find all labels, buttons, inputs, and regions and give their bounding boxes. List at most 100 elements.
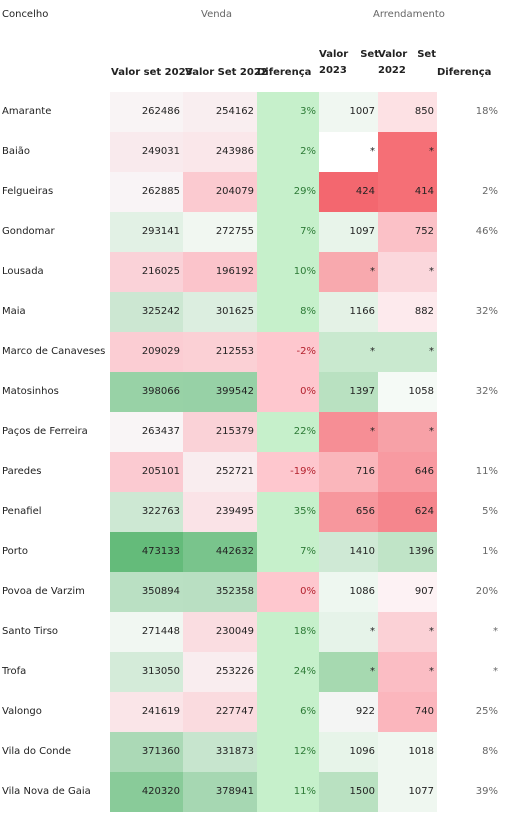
- cell-vd: 22%: [257, 412, 319, 452]
- table-row: Paços de Ferreira 263437 215379 22% * *: [0, 412, 532, 452]
- col-arr-2023: Valor Set 2023: [319, 49, 379, 76]
- table-row: Penafiel 322763 239495 35% 656 624 5%: [0, 492, 532, 532]
- cell-ad: 32%: [475, 386, 498, 397]
- cell-v23: 325242: [110, 292, 183, 332]
- table-row: Povoa de Varzim 350894 352358 0% 1086 907 20%: [0, 572, 532, 612]
- table-row: Porto 473133 442632 7% 1410 1396 1%: [0, 532, 532, 572]
- row-concelho: Trofa: [2, 666, 27, 677]
- cell-a23: *: [319, 332, 378, 372]
- table-row: Paredes 205101 252721 -19% 716 646 11%: [0, 452, 532, 492]
- cell-a23: 716: [319, 452, 378, 492]
- cell-a23: 1166: [319, 292, 378, 332]
- cell-v23: 249031: [110, 132, 183, 172]
- cell-vd: 10%: [257, 252, 319, 292]
- cell-ad: *: [493, 666, 498, 677]
- row-concelho: Santo Tirso: [2, 626, 59, 637]
- cell-vd: 7%: [257, 212, 319, 252]
- cell-a22: 646: [378, 452, 437, 492]
- cell-a22: 1058: [378, 372, 437, 412]
- cell-v23: 262885: [110, 172, 183, 212]
- row-concelho: Marco de Canaveses: [2, 346, 106, 357]
- header-venda: Venda: [201, 9, 233, 20]
- cell-vd: 29%: [257, 172, 319, 212]
- cell-v22: 253226: [183, 652, 257, 692]
- cell-a22: 1018: [378, 732, 437, 772]
- cell-a23: 1086: [319, 572, 378, 612]
- cell-v23: 322763: [110, 492, 183, 532]
- cell-ad: [440, 252, 498, 292]
- cell-v23: 262486: [110, 92, 183, 132]
- cell-a22: *: [378, 252, 437, 292]
- row-concelho: Felgueiras: [2, 186, 54, 197]
- table-row: Vila do Conde 371360 331873 12% 1096 1018 8%: [0, 732, 532, 772]
- cell-a23: 424: [319, 172, 378, 212]
- row-concelho: Vila do Conde: [2, 746, 72, 757]
- row-concelho: Lousada: [2, 266, 44, 277]
- cell-ad: 5%: [482, 506, 498, 517]
- col-arr-diferenca: Diferença: [437, 67, 492, 78]
- cell-a22: 850: [378, 92, 437, 132]
- cell-ad: [440, 132, 498, 172]
- row-concelho: Amarante: [2, 106, 52, 117]
- cell-vd: -2%: [257, 332, 319, 372]
- row-concelho: Povoa de Varzim: [2, 586, 85, 597]
- cell-v23: 209029: [110, 332, 183, 372]
- cell-a23: 1410: [319, 532, 378, 572]
- cell-a22: 1077: [378, 772, 437, 812]
- cell-ad: 32%: [475, 306, 498, 317]
- cell-v22: 254162: [183, 92, 257, 132]
- cell-vd: -19%: [257, 452, 319, 492]
- cell-vd: 3%: [257, 92, 319, 132]
- cell-v23: 350894: [110, 572, 183, 612]
- cell-v22: 227747: [183, 692, 257, 732]
- cell-a22: 624: [378, 492, 437, 532]
- col-venda-diferenca: Diferença: [257, 67, 312, 78]
- cell-v22: 204079: [183, 172, 257, 212]
- cell-a23: *: [319, 132, 378, 172]
- cell-vd: 18%: [257, 612, 319, 652]
- cell-a22: *: [378, 332, 437, 372]
- header-concelho: Concelho: [2, 9, 49, 20]
- cell-vd: 7%: [257, 532, 319, 572]
- cell-a23: 1500: [319, 772, 378, 812]
- cell-ad: 25%: [475, 706, 498, 717]
- table-row: Trofa 313050 253226 24% * * *: [0, 652, 532, 692]
- cell-v22: 352358: [183, 572, 257, 612]
- cell-vd: 6%: [257, 692, 319, 732]
- cell-v22: 243986: [183, 132, 257, 172]
- cell-ad: 39%: [475, 786, 498, 797]
- cell-v22: 230049: [183, 612, 257, 652]
- cell-ad: 18%: [475, 106, 498, 117]
- cell-a23: *: [319, 612, 378, 652]
- cell-v23: 263437: [110, 412, 183, 452]
- row-concelho: Paredes: [2, 466, 42, 477]
- cell-ad: 20%: [475, 586, 498, 597]
- cell-ad: [440, 332, 498, 372]
- cell-ad: [440, 412, 498, 452]
- cell-a23: 1397: [319, 372, 378, 412]
- row-concelho: Matosinhos: [2, 386, 59, 397]
- cell-v23: 313050: [110, 652, 183, 692]
- cell-a22: *: [378, 612, 437, 652]
- cell-v22: 252721: [183, 452, 257, 492]
- row-concelho: Valongo: [2, 706, 42, 717]
- cell-a22: 882: [378, 292, 437, 332]
- cell-v22: 272755: [183, 212, 257, 252]
- table-row: Felgueiras 262885 204079 29% 424 414 2%: [0, 172, 532, 212]
- cell-v23: 293141: [110, 212, 183, 252]
- cell-v23: 271448: [110, 612, 183, 652]
- table-row: Vila Nova de Gaia 420320 378941 11% 1500 1077…: [0, 772, 532, 812]
- row-concelho: Baião: [2, 146, 31, 157]
- table-row: Lousada 216025 196192 10% * *: [0, 252, 532, 292]
- cell-a22: 752: [378, 212, 437, 252]
- cell-v23: 420320: [110, 772, 183, 812]
- cell-a22: 907: [378, 572, 437, 612]
- cell-a23: *: [319, 412, 378, 452]
- cell-v22: 331873: [183, 732, 257, 772]
- col-venda-2023: Valor set 2023: [111, 67, 193, 78]
- cell-v22: 442632: [183, 532, 257, 572]
- cell-a23: *: [319, 652, 378, 692]
- table-row: Marco de Canaveses 209029 212553 -2% * *: [0, 332, 532, 372]
- cell-v23: 473133: [110, 532, 183, 572]
- row-concelho: Paços de Ferreira: [2, 426, 88, 437]
